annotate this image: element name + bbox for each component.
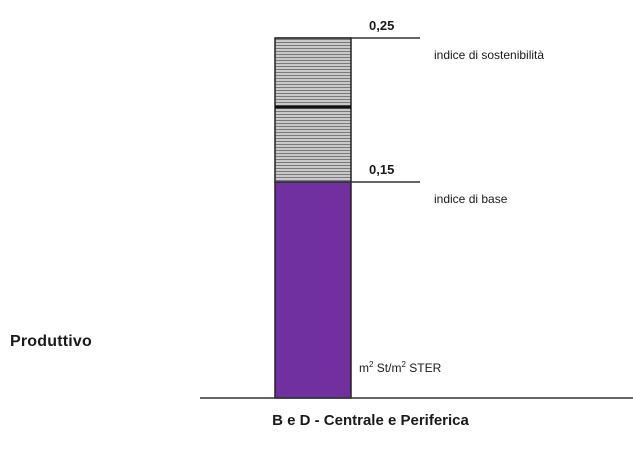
- bar-segment-0: [274, 181, 352, 399]
- x-axis-label: B e D - Centrale e Periferica: [272, 412, 469, 429]
- category-label: Produttivo: [10, 333, 92, 350]
- threshold-value-label-0: 0,25: [369, 18, 394, 33]
- threshold-value-label-1: 0,15: [369, 162, 394, 177]
- bar-segment-1: [274, 37, 352, 183]
- threshold-lines: 0,25 indice di sostenibilità 0,15 indice di…: [275, 18, 544, 206]
- bar-segments: [274, 37, 352, 399]
- threshold-name-label-1: indice di base: [434, 192, 508, 206]
- unit-label: m2 St/m2 STER: [359, 360, 442, 375]
- threshold-name-label-0: indice di sostenibilità: [434, 48, 544, 62]
